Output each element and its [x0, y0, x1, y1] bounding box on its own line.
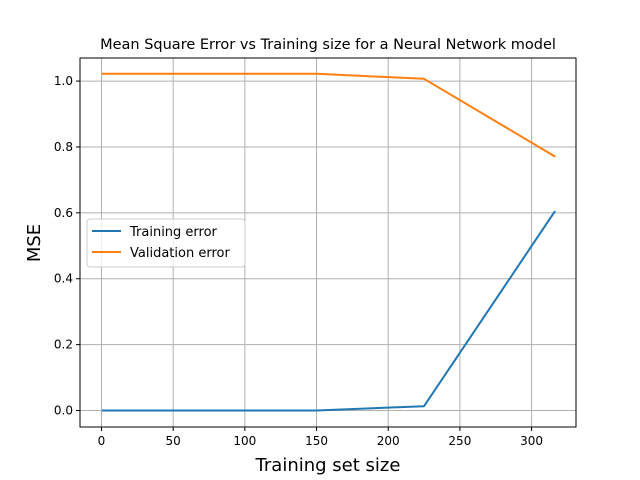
- axis-ticks: 0 50 100 150 200 250 300 0.0 0.2 0.4 0.6 0.8 1.0: [54, 74, 543, 448]
- y-tick-label: 0.2: [54, 338, 73, 352]
- x-tick-label: 100: [233, 434, 256, 448]
- legend: Training error Validation error: [86, 218, 246, 268]
- x-tick-label: 0: [98, 434, 106, 448]
- x-tick-label: 300: [520, 434, 543, 448]
- y-tick-label: 0.8: [54, 140, 73, 154]
- x-axis-label: Training set size: [255, 455, 401, 476]
- x-tick-label: 50: [166, 434, 181, 448]
- legend-label-validation-error: Validation error: [130, 246, 230, 261]
- chart-title: Mean Square Error vs Training size for a…: [100, 37, 556, 53]
- y-tick-label: 0.0: [54, 404, 73, 418]
- legend-label-training-error: Training error: [129, 225, 218, 240]
- series-line-training-error: [101, 210, 556, 412]
- y-axis-label: MSE: [24, 224, 45, 262]
- x-tick-label: 150: [305, 434, 328, 448]
- plot-frame: [79, 57, 577, 428]
- x-tick-label: 250: [448, 434, 471, 448]
- y-tick-label: 0.4: [54, 272, 73, 286]
- x-tick-label: 200: [377, 434, 400, 448]
- series-lines: [101, 72, 556, 412]
- y-tick-label: 0.6: [54, 206, 73, 220]
- y-tick-label: 1.0: [54, 74, 73, 88]
- series-line-validation-error: [101, 72, 556, 158]
- legend-box: [86, 218, 246, 268]
